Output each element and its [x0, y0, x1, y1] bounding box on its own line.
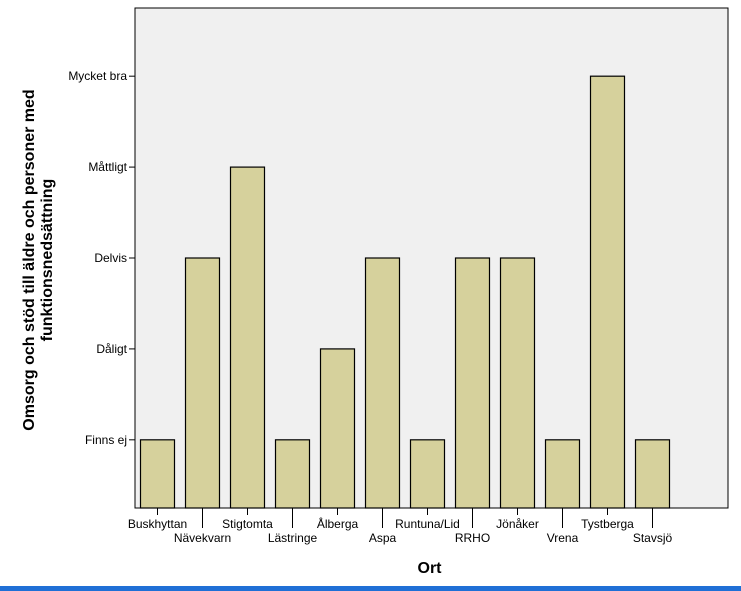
bars-group	[139, 75, 671, 509]
x-tick-label: Ålberga	[317, 516, 359, 531]
bar-buskhyttan	[139, 439, 176, 509]
y-tick-label: Delvis	[94, 251, 127, 265]
y-tick-label: Mycket bra	[68, 69, 127, 83]
bar-rrho	[454, 257, 491, 509]
x-tick-label: Tystberga	[581, 517, 634, 531]
x-tick-label: Stavsjö	[633, 531, 673, 545]
x-tick-label: Vrena	[547, 531, 579, 545]
bar-nävekvarn	[184, 257, 221, 509]
plot-area	[134, 7, 729, 509]
x-ticks-group: BuskhyttanNävekvarnStigtomtaLästringeÅlb…	[128, 508, 673, 545]
x-tick-label: RRHO	[455, 531, 490, 545]
bar-runtuna-lid	[409, 439, 446, 509]
y-tick-label: Måttligt	[88, 160, 127, 174]
y-tick-label: Dåligt	[96, 342, 127, 356]
bar-stigtomta	[229, 166, 266, 509]
x-tick-label: Runtuna/Lid	[395, 517, 460, 531]
x-tick-label: Aspa	[369, 531, 397, 545]
y-ticks-group: Finns ej Dåligt Delvis Måttligt Mycket bra	[68, 69, 135, 447]
bar-ålberga	[319, 348, 356, 509]
x-tick-label: Stigtomta	[222, 517, 273, 531]
x-tick-label: Jönåker	[496, 517, 539, 531]
x-axis-title: Ort	[418, 560, 443, 577]
y-tick-label: Finns ej	[85, 433, 127, 447]
bar-vrena	[544, 439, 581, 509]
y-axis-title-line-1: Omsorg och stöd till äldre och personer …	[21, 89, 38, 430]
y-axis-title: Omsorg och stöd till äldre och personer …	[21, 89, 56, 430]
x-tick-label: Lästringe	[268, 531, 318, 545]
x-tick-label: Nävekvarn	[174, 531, 231, 545]
bar-aspa	[364, 257, 401, 509]
y-axis-title-line-2: funktionsnedsättning	[39, 179, 56, 342]
x-tick-label: Buskhyttan	[128, 517, 187, 531]
bar-jönåker	[499, 257, 536, 509]
bar-tystberga	[589, 75, 626, 509]
bar-lästringe	[274, 439, 311, 509]
bar-stavsjö	[634, 439, 671, 509]
